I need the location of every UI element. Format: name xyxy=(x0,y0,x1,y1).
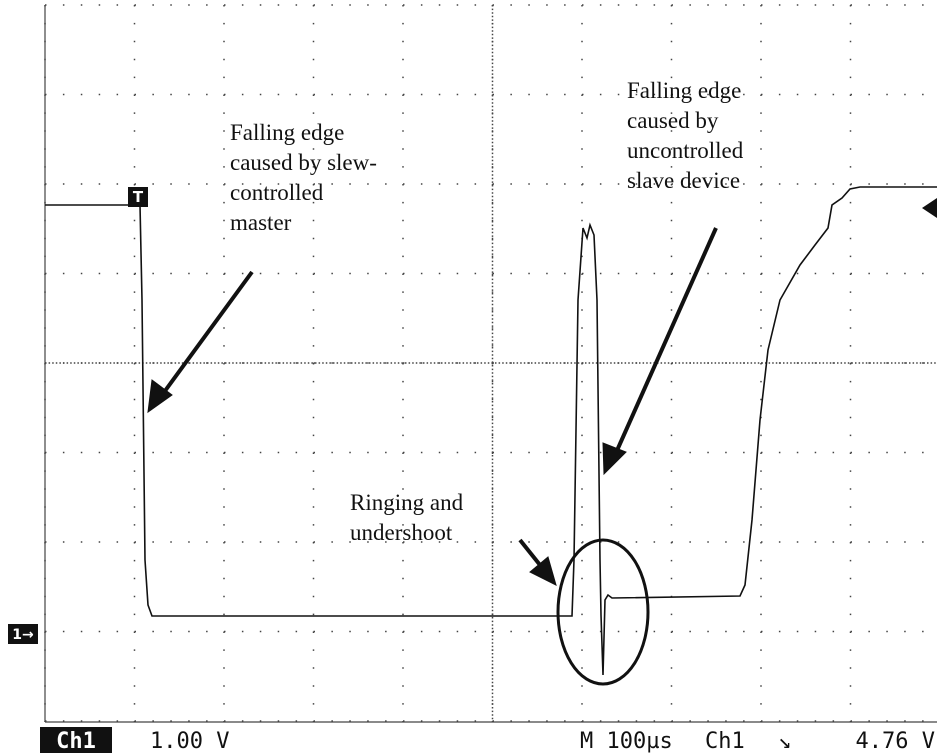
annotation-line: caused by slew- xyxy=(230,150,377,175)
level-marker xyxy=(922,198,937,218)
annotation-line: Ringing and xyxy=(350,490,464,515)
ground-marker-box xyxy=(8,624,38,644)
annotation-line: uncontrolled xyxy=(627,138,744,163)
trigger-slope: ↘ xyxy=(778,729,791,753)
waveform xyxy=(45,186,937,676)
annotation-line: slave device xyxy=(627,168,740,193)
annotation: Ringing and undershoot xyxy=(350,490,464,545)
trigger-channel-label: Ch1 xyxy=(705,729,745,753)
annotation: Falling edge caused by slew-controlled mas… xyxy=(230,120,377,235)
annotation-line: caused by xyxy=(627,108,719,133)
channel-label: Ch1 xyxy=(56,729,96,753)
trigger-level-label: 4.76 V xyxy=(856,729,935,753)
annotation-arrows xyxy=(147,227,718,586)
annotation-line: Falling edge xyxy=(230,120,344,145)
trigger-marker: T xyxy=(133,188,144,206)
trigger-marker-box xyxy=(128,187,148,207)
annotation-line: controlled xyxy=(230,180,324,205)
ground-marker: 1→ xyxy=(12,627,34,643)
timebase-label: M 100µs xyxy=(580,729,673,753)
channel-box xyxy=(40,727,112,753)
ringing-ellipse xyxy=(556,538,650,686)
annotation: Falling edge caused by uncontrolled slave d… xyxy=(627,78,744,193)
annotation-line: master xyxy=(230,210,292,235)
scale-label: 1.00 V xyxy=(150,729,229,753)
annotation-line: undershoot xyxy=(350,520,453,545)
graticule xyxy=(44,4,937,723)
annotation-line: Falling edge xyxy=(627,78,741,103)
